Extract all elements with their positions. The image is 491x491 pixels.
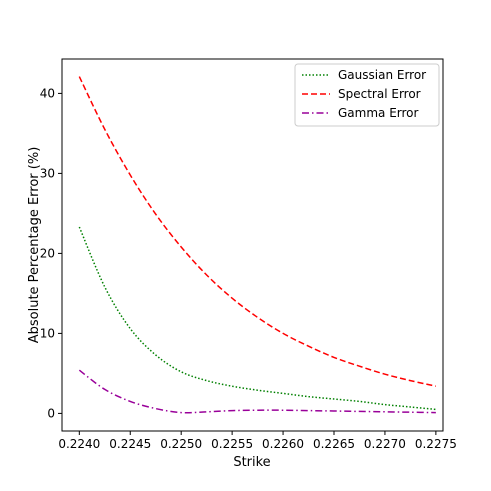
y-axis: 0 10 20 30 40 bbox=[40, 86, 62, 420]
x-tick-label: 0.2265 bbox=[313, 437, 355, 451]
plot-frame bbox=[61, 58, 444, 432]
y-tick-label: 20 bbox=[40, 246, 55, 260]
legend-label-gaussian: Gaussian Error bbox=[338, 68, 426, 82]
series-line-gaussian-error bbox=[78, 226, 436, 411]
legend-box bbox=[294, 63, 440, 127]
x-tick-label: 0.2275 bbox=[415, 437, 457, 451]
y-axis-label: Absolute Percentage Error (%) bbox=[27, 147, 42, 344]
x-tick-label: 0.2260 bbox=[262, 437, 304, 451]
legend-label-spectral: Spectral Error bbox=[338, 87, 421, 101]
series-line-gamma-error bbox=[78, 369, 436, 414]
y-tick-label: 10 bbox=[40, 326, 55, 340]
y-tick-label: 40 bbox=[40, 86, 55, 100]
x-tick-label: 0.2250 bbox=[160, 437, 202, 451]
y-tick-label: 0 bbox=[47, 406, 55, 420]
legend-label-gamma: Gamma Error bbox=[338, 106, 419, 120]
x-tick-label: 0.2240 bbox=[58, 437, 100, 451]
series-line-spectral-error bbox=[78, 76, 437, 387]
x-tick-label: 0.2255 bbox=[211, 437, 253, 451]
x-tick-label: 0.2245 bbox=[109, 437, 151, 451]
series-layer bbox=[78, 76, 437, 414]
x-axis-label: Strike bbox=[233, 455, 270, 470]
legend: Gaussian Error Spectral Error Gamma Erro… bbox=[294, 63, 440, 127]
x-axis: 0.2240 0.2245 0.2250 0.2255 0.2260 0.2265 0.22… bbox=[58, 431, 457, 451]
y-tick-label: 30 bbox=[40, 166, 55, 180]
x-tick-label: 0.2270 bbox=[364, 437, 406, 451]
